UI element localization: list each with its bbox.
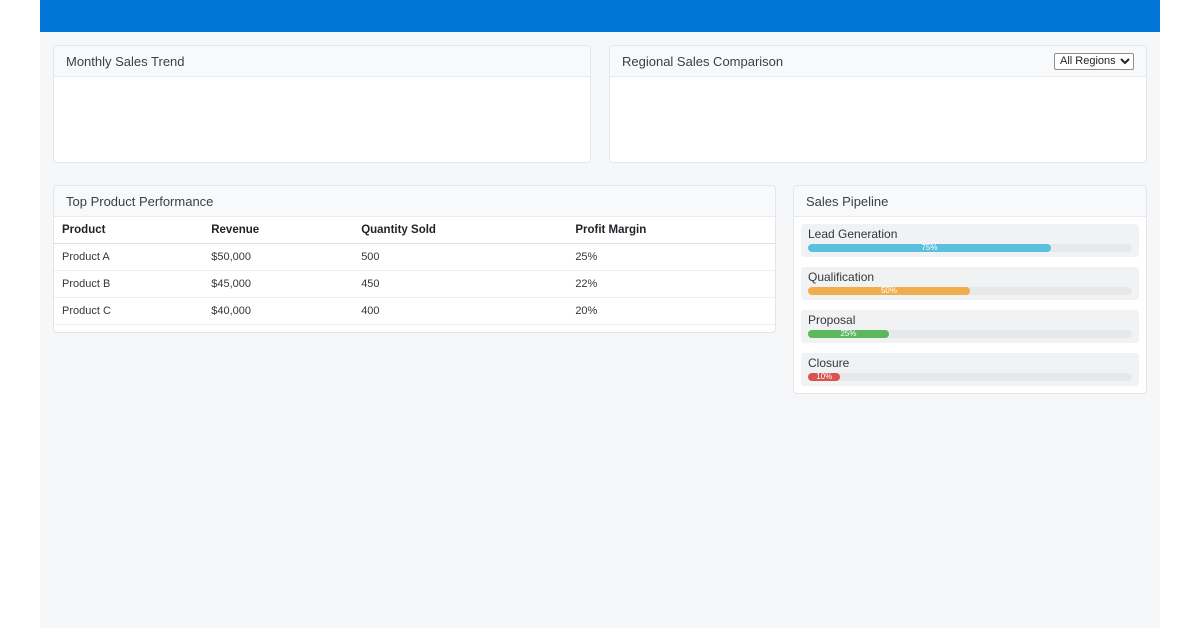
dashboard-content: Monthly Sales Trend Regional Sales Compa…	[40, 32, 1160, 394]
pipeline-progress-track: 75%	[808, 244, 1132, 252]
table-column-header: Revenue	[203, 217, 353, 244]
table-row: Product A$50,00050025%	[54, 244, 775, 271]
monthly-sales-chart-canvas	[54, 77, 590, 162]
table-column-header: Product	[54, 217, 203, 244]
table-cell: 500	[353, 244, 567, 271]
pipeline-stage-label: Lead Generation	[808, 227, 1132, 241]
pipeline-progress-percent: 75%	[921, 244, 937, 252]
pipeline-progress-track: 10%	[808, 373, 1132, 381]
pipeline-progress-fill: 25%	[808, 330, 889, 338]
table-cell: $50,000	[203, 244, 353, 271]
top-products-table-wrap: ProductRevenueQuantity SoldProfit Margin…	[54, 217, 775, 332]
regional-sales-panel: Regional Sales Comparison All Regions	[609, 45, 1147, 163]
charts-row: Monthly Sales Trend Regional Sales Compa…	[53, 45, 1147, 163]
pipeline-progress-track: 50%	[808, 287, 1132, 295]
pipeline-stage: Closure 10%	[801, 353, 1139, 386]
table-cell: Product C	[54, 298, 203, 325]
dashboard-page: Monthly Sales Trend Regional Sales Compa…	[0, 0, 1200, 630]
sales-pipeline-panel: Sales Pipeline Lead Generation 75% Qualifi…	[793, 185, 1147, 394]
table-cell: $45,000	[203, 271, 353, 298]
regional-sales-title: Regional Sales Comparison	[622, 54, 783, 69]
product-table-header-row: ProductRevenueQuantity SoldProfit Margin	[54, 217, 775, 244]
table-cell: $40,000	[203, 298, 353, 325]
pipeline-progress-percent: 10%	[816, 373, 832, 381]
table-cell: 22%	[567, 271, 775, 298]
pipeline-stage-label: Qualification	[808, 270, 1132, 284]
pipeline-progress-fill: 50%	[808, 287, 970, 295]
table-cell: Product A	[54, 244, 203, 271]
table-row: Product C$40,00040020%	[54, 298, 775, 325]
regional-sales-panel-header: Regional Sales Comparison All Regions	[610, 46, 1146, 77]
table-column-header: Profit Margin	[567, 217, 775, 244]
regional-sales-chart-canvas	[610, 77, 1146, 162]
table-cell: 450	[353, 271, 567, 298]
table-row: Product B$45,00045022%	[54, 271, 775, 298]
pipeline-progress-percent: 25%	[840, 330, 856, 338]
sales-pipeline-panel-header: Sales Pipeline	[794, 186, 1146, 217]
pipeline-progress-percent: 50%	[881, 287, 897, 295]
pipeline-progress-fill: 10%	[808, 373, 840, 381]
pipeline-stage-label: Closure	[808, 356, 1132, 370]
table-cell: 400	[353, 298, 567, 325]
monthly-sales-title: Monthly Sales Trend	[66, 54, 185, 69]
table-cell: 25%	[567, 244, 775, 271]
pipeline-progress-track: 25%	[808, 330, 1132, 338]
monthly-sales-panel-header: Monthly Sales Trend	[54, 46, 590, 77]
table-cell: Product B	[54, 271, 203, 298]
top-navigation-bar	[40, 0, 1160, 32]
details-row: Top Product Performance ProductRevenueQu…	[53, 185, 1147, 394]
pipeline-stages: Lead Generation 75% Qualification 50% Propos…	[794, 217, 1146, 393]
product-table: ProductRevenueQuantity SoldProfit Margin…	[54, 217, 775, 325]
monthly-sales-panel: Monthly Sales Trend	[53, 45, 591, 163]
table-column-header: Quantity Sold	[353, 217, 567, 244]
top-products-title: Top Product Performance	[66, 194, 213, 209]
sales-pipeline-title: Sales Pipeline	[806, 194, 888, 209]
pipeline-stage: Qualification 50%	[801, 267, 1139, 300]
top-products-panel: Top Product Performance ProductRevenueQu…	[53, 185, 776, 333]
app-container: Monthly Sales Trend Regional Sales Compa…	[40, 0, 1160, 628]
top-products-panel-header: Top Product Performance	[54, 186, 775, 217]
pipeline-stage: Lead Generation 75%	[801, 224, 1139, 257]
pipeline-stage: Proposal 25%	[801, 310, 1139, 343]
product-table-body: Product A$50,00050025%Product B$45,00045…	[54, 244, 775, 325]
table-cell: 20%	[567, 298, 775, 325]
pipeline-stage-label: Proposal	[808, 313, 1132, 327]
pipeline-progress-fill: 75%	[808, 244, 1051, 252]
region-filter-select[interactable]: All Regions	[1054, 53, 1134, 70]
